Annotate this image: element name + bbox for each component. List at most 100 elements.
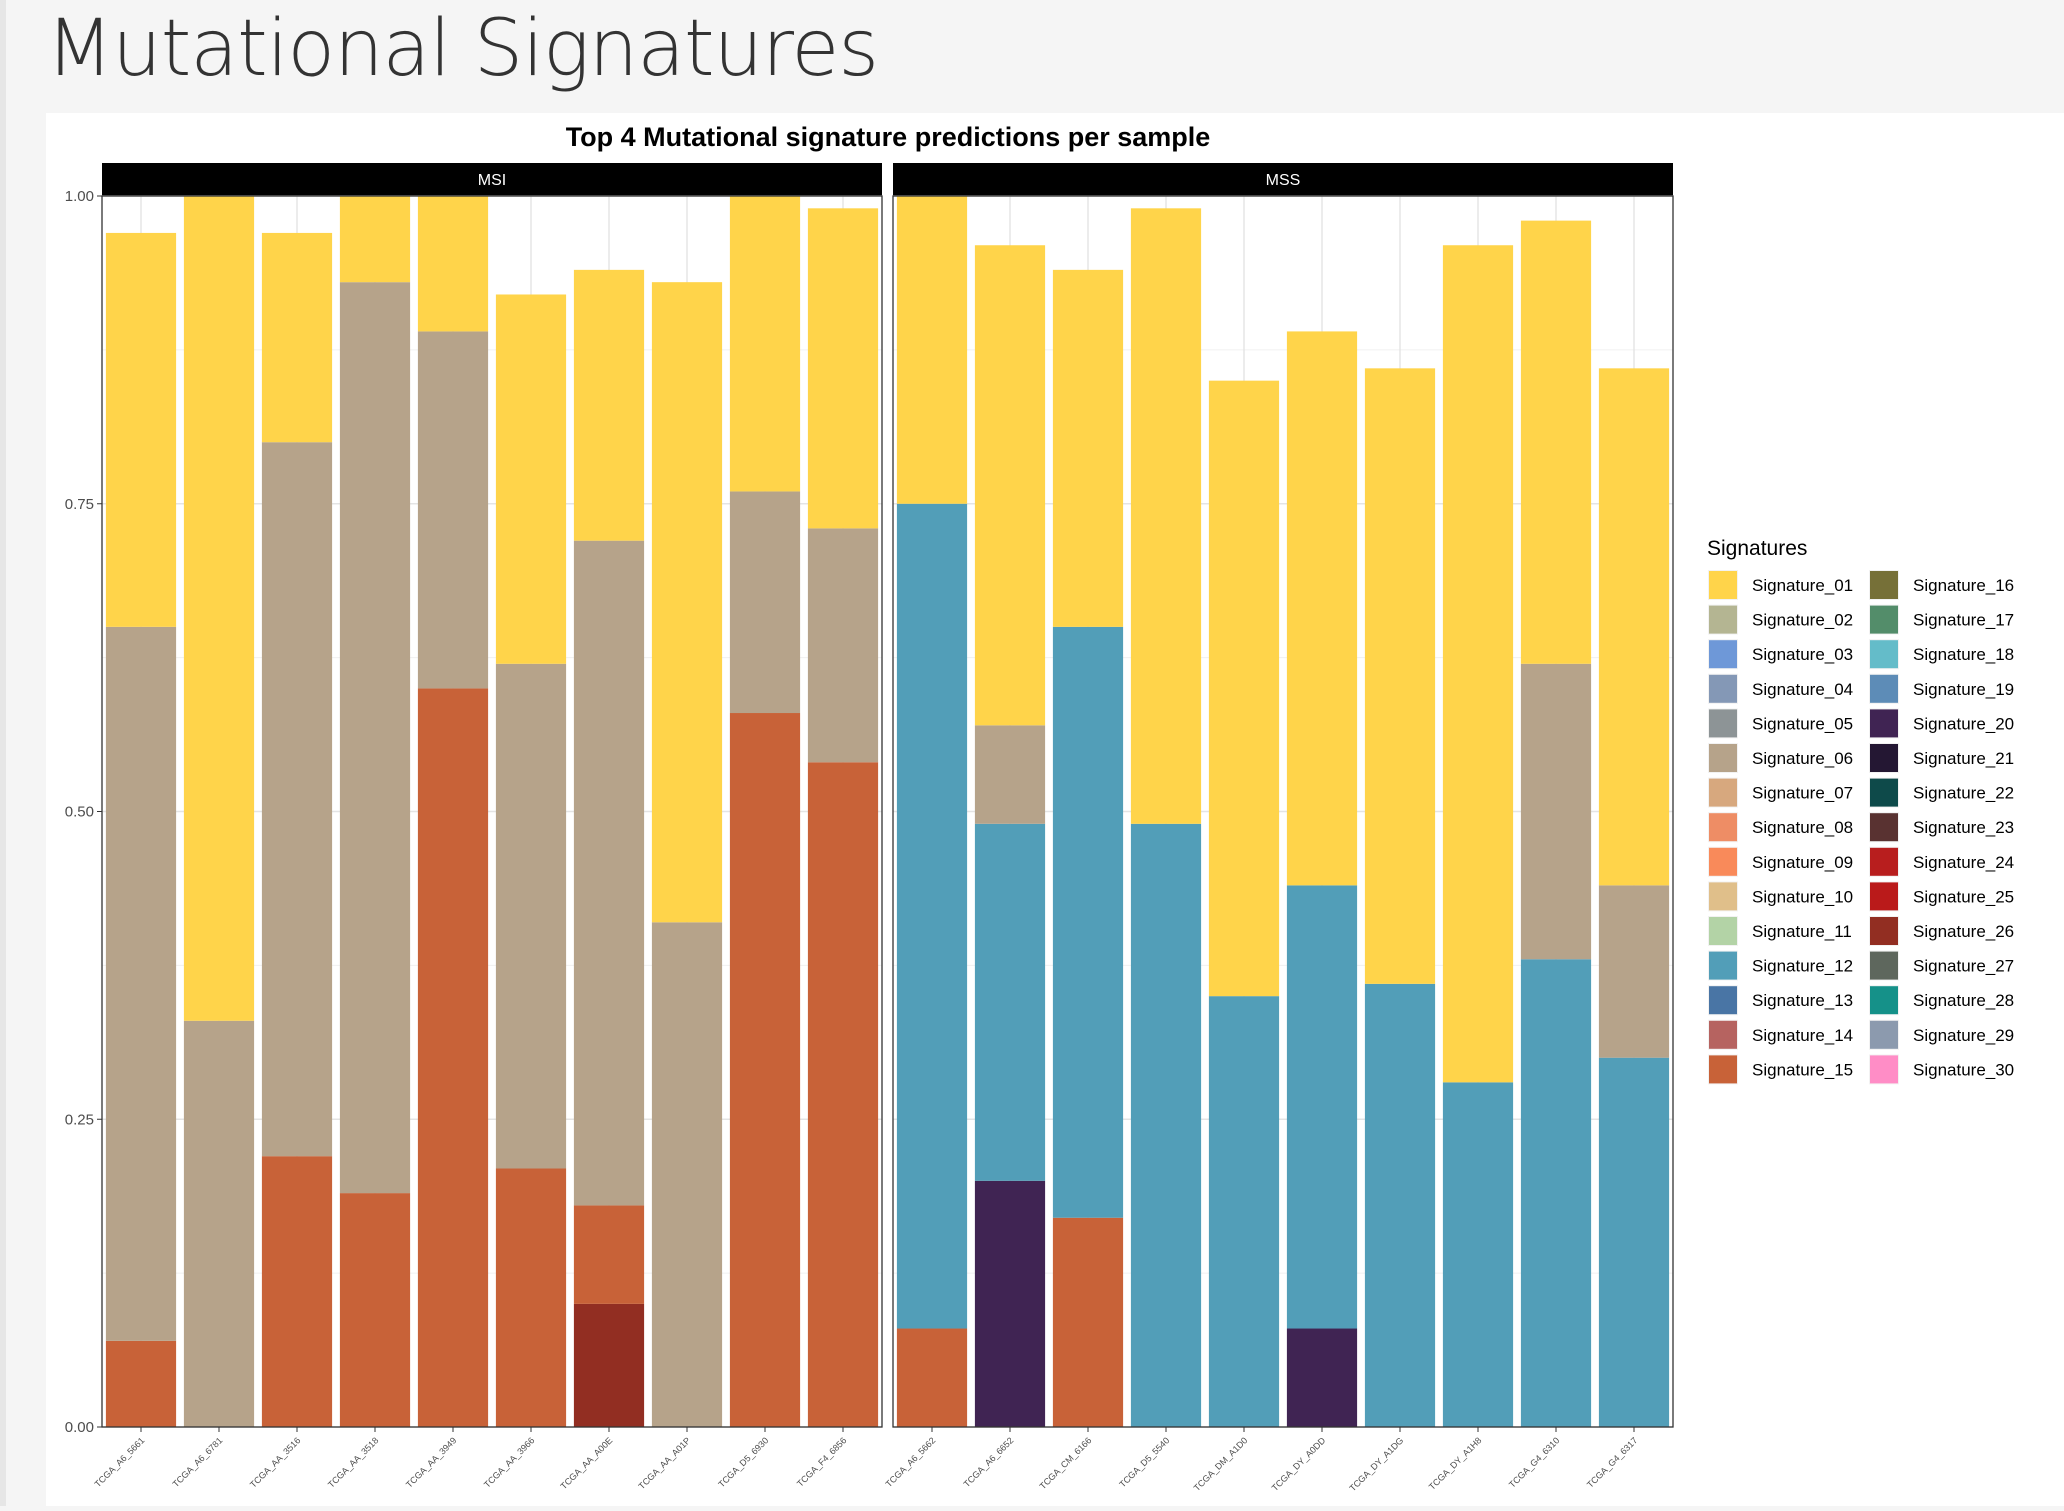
x-tick-label: TCGA_AA_3518 (326, 1435, 380, 1489)
x-tick-label: TCGA_CM_6166 (1038, 1435, 1094, 1491)
bar-segment-signature-06 (729, 491, 801, 714)
legend-label: Signature_28 (1913, 991, 2014, 1010)
bar-segment-signature-12 (1130, 823, 1202, 1427)
bar-segment-signature-15 (261, 1156, 333, 1427)
bar-segment-signature-15 (105, 1340, 177, 1427)
panel-border (892, 195, 1674, 1428)
bar-segment-signature-01 (1286, 331, 1358, 886)
bar-segment-signature-20 (974, 1180, 1046, 1427)
bar-segment-signature-06 (339, 282, 411, 1194)
legend-label: Signature_06 (1752, 749, 1853, 768)
legend-key-signature-02 (1709, 605, 1737, 634)
bar-segment-signature-15 (573, 1205, 645, 1304)
x-tick-label: TCGA_AA_3966 (482, 1435, 536, 1489)
legend-label: Signature_04 (1752, 680, 1853, 699)
legend-label: Signature_08 (1752, 818, 1853, 837)
x-tick-label: TCGA_DM_A1D0 (1192, 1435, 1250, 1493)
bar-segment-signature-06 (651, 922, 723, 1427)
legend-label: Signature_22 (1913, 784, 2014, 803)
bar-segment-signature-20 (1286, 1328, 1358, 1427)
legend-key-signature-08 (1709, 813, 1737, 842)
bar-segment-signature-12 (974, 823, 1046, 1181)
y-axis: 0.00 0.25 0.50 0.75 1.00 (65, 188, 102, 1436)
bar-segment-signature-01 (261, 232, 333, 443)
legend-key-signature-20 (1870, 709, 1898, 738)
y-tick-label: 0.75 (65, 496, 94, 513)
legend-key-signature-13 (1709, 986, 1737, 1015)
legend-key-signature-30 (1870, 1055, 1898, 1084)
legend-key-signature-19 (1870, 674, 1898, 703)
legend-label: Signature_29 (1913, 1026, 2014, 1045)
legend-label: Signature_17 (1913, 611, 2014, 630)
legend-label: Signature_02 (1752, 611, 1853, 630)
legend-key-signature-24 (1870, 847, 1898, 876)
bar-segment-signature-01 (807, 208, 879, 529)
bar-segment-signature-01 (1130, 208, 1202, 824)
legend-label: Signature_10 (1752, 887, 1853, 906)
bar-segment-signature-12 (1208, 996, 1280, 1427)
legend-key-signature-15 (1709, 1055, 1737, 1084)
bar-segment-signature-01 (974, 245, 1046, 726)
legend-key-signature-01 (1709, 571, 1737, 599)
legend-label: Signature_24 (1913, 853, 2014, 872)
x-tick-label: TCGA_G4_6310 (1507, 1435, 1561, 1489)
x-tick-label: TCGA_DY_A0DD (1270, 1435, 1328, 1493)
bar-segment-signature-01 (495, 294, 567, 664)
legend: Signatures Signature_01 Signature_02 Signat… (1707, 537, 2014, 1085)
bar-segment-signature-12 (1286, 885, 1358, 1329)
bar-segment-signature-06 (573, 540, 645, 1206)
legend-key-signature-27 (1870, 951, 1898, 980)
bar-segment-signature-15 (896, 1328, 968, 1427)
facet-msi: MSI TCGA_A6_5661 TCGA_A6_6781 TCGA_AA_3516 T… (93, 163, 883, 1491)
bar-segment-signature-01 (1052, 269, 1124, 627)
legend-key-signature-14 (1709, 1020, 1737, 1049)
x-tick-label: TCGA_A6_6781 (171, 1435, 225, 1489)
legend-label: Signature_25 (1913, 887, 2014, 906)
legend-label: Signature_01 (1752, 576, 1853, 595)
bar-segment-signature-01 (896, 196, 968, 504)
bar-segment-signature-01 (1520, 220, 1592, 664)
legend-label: Signature_14 (1752, 1026, 1853, 1045)
x-tick-label: TCGA_DY_A1DG (1347, 1435, 1405, 1493)
legend-key-signature-23 (1870, 813, 1898, 842)
legend-key-signature-26 (1870, 917, 1898, 945)
legend-label: Signature_16 (1913, 576, 2014, 595)
legend-key-signature-04 (1709, 674, 1737, 703)
facet-strip-label: MSS (1266, 172, 1301, 189)
legend-label: Signature_05 (1752, 714, 1853, 733)
bar-segment-signature-15 (729, 713, 801, 1427)
legend-label: Signature_26 (1913, 922, 2014, 941)
facet-strip (102, 163, 882, 196)
facet-strip-label: MSI (478, 172, 506, 189)
y-tick-label: 0.50 (65, 804, 94, 821)
x-tick-label: TCGA_G4_6317 (1585, 1435, 1639, 1489)
bar-segment-signature-15 (1052, 1217, 1124, 1427)
page-edge (0, 0, 6, 1506)
legend-label: Signature_03 (1752, 645, 1853, 664)
bar-segment-signature-01 (417, 196, 489, 332)
bar-segment-signature-06 (1598, 885, 1670, 1058)
legend-label: Signature_09 (1752, 853, 1853, 872)
x-tick-label: TCGA_DY_A1H8 (1427, 1435, 1484, 1492)
bar-segment-signature-01 (1208, 380, 1280, 997)
legend-label: Signature_07 (1752, 784, 1853, 803)
bar-segment-signature-26 (573, 1303, 645, 1427)
bar-segment-signature-12 (1442, 1082, 1514, 1427)
legend-key-signature-16 (1870, 571, 1898, 599)
legend-key-signature-06 (1709, 744, 1737, 772)
bar-segment-signature-12 (896, 503, 968, 1329)
legend-label: Signature_20 (1913, 714, 2014, 733)
x-tick-label: TCGA_A6_5661 (93, 1435, 147, 1489)
bar-segment-signature-15 (417, 688, 489, 1427)
legend-key-signature-03 (1709, 640, 1737, 669)
legend-label: Signature_21 (1913, 749, 2014, 768)
legend-key-signature-28 (1870, 986, 1898, 1015)
legend-key-signature-22 (1870, 778, 1898, 807)
bar-segment-signature-12 (1598, 1057, 1670, 1427)
legend-key-signature-09 (1709, 847, 1737, 876)
legend-key-signature-17 (1870, 605, 1898, 634)
bar-segment-signature-15 (807, 762, 879, 1427)
bar-segment-signature-12 (1052, 626, 1124, 1218)
legend-key-signature-07 (1709, 778, 1737, 807)
chart-title: Top 4 Mutational signature predictions p… (566, 122, 1211, 152)
